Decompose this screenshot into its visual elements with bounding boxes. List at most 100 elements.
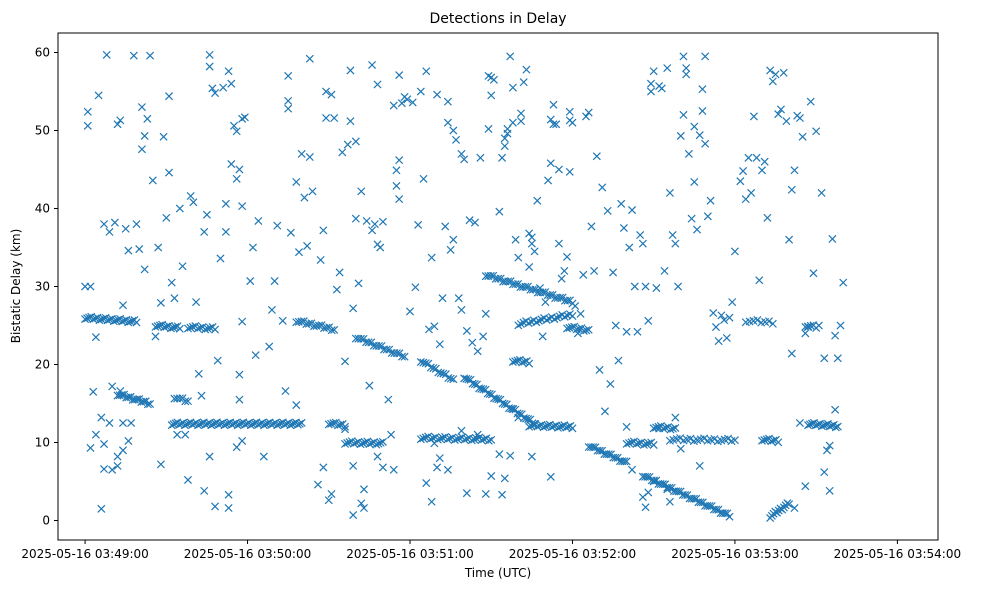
data-point-894 — [785, 500, 794, 509]
data-point-543 — [327, 326, 336, 335]
data-point-306 — [682, 64, 691, 73]
data-point-550 — [336, 420, 345, 429]
y-tick-label-5: 50 — [35, 124, 50, 138]
data-point-146 — [376, 243, 385, 252]
data-point-90 — [235, 395, 244, 404]
data-point-274 — [600, 407, 609, 416]
data-point-277 — [609, 268, 618, 277]
data-point-27 — [113, 461, 122, 470]
data-point-418 — [124, 393, 133, 402]
data-point-149 — [387, 430, 396, 439]
data-point-567 — [372, 440, 381, 449]
data-point-258 — [527, 452, 536, 461]
data-point-256 — [500, 474, 509, 483]
x-axis-label: Time (UTC) — [464, 566, 531, 580]
data-point-626 — [467, 436, 476, 445]
data-point-587 — [392, 349, 401, 358]
data-point-241 — [565, 107, 574, 116]
data-point-759 — [567, 323, 576, 332]
data-point-103 — [281, 386, 290, 396]
data-point-570 — [378, 437, 387, 446]
data-point-809 — [665, 483, 674, 492]
data-point-133 — [346, 117, 355, 126]
x-tick-label-4: 2025-05-16 03:53:00 — [671, 547, 798, 561]
data-point-297 — [660, 266, 669, 275]
data-point-564 — [365, 439, 374, 448]
data-point-211 — [506, 52, 515, 61]
data-point-555 — [345, 438, 354, 447]
data-point-332 — [644, 488, 653, 497]
data-point-837 — [649, 424, 658, 433]
data-point-315 — [698, 106, 707, 116]
data-point-267 — [581, 112, 591, 121]
data-point-125 — [327, 90, 336, 99]
data-point-720 — [539, 423, 548, 432]
data-point-704 — [568, 299, 577, 308]
data-point-304 — [679, 52, 688, 61]
data-point-558 — [352, 438, 361, 447]
data-point-190 — [457, 305, 466, 314]
data-point-239 — [563, 252, 572, 261]
data-point-589 — [397, 352, 407, 361]
data-point-140 — [365, 381, 374, 390]
data-point-368 — [809, 269, 818, 278]
x-tick-label-1: 2025-05-16 03:50:00 — [184, 547, 311, 561]
data-point-860 — [710, 434, 719, 444]
data-point-111 — [297, 149, 306, 158]
data-point-305 — [679, 110, 688, 119]
data-point-222 — [527, 239, 536, 248]
data-point-757 — [563, 324, 572, 333]
data-point-131 — [343, 140, 352, 149]
data-point-438 — [171, 322, 180, 331]
data-point-78 — [232, 127, 241, 136]
data-point-269 — [587, 222, 596, 231]
data-point-41 — [148, 176, 157, 185]
data-point-338 — [676, 444, 685, 453]
data-point-51 — [170, 294, 179, 303]
data-point-119 — [319, 226, 328, 235]
data-point-54 — [178, 262, 187, 271]
data-point-352 — [766, 66, 775, 75]
data-point-59 — [192, 298, 201, 307]
data-point-565 — [367, 439, 376, 448]
data-point-227 — [538, 332, 547, 341]
data-point-83 — [238, 317, 247, 326]
data-point-685 — [521, 282, 530, 291]
data-point-386 — [831, 405, 840, 414]
data-point-185 — [449, 235, 458, 244]
data-point-732 — [564, 422, 573, 431]
data-point-240 — [565, 167, 574, 176]
data-point-259 — [546, 472, 555, 481]
data-point-98 — [265, 342, 274, 351]
data-point-65 — [205, 50, 214, 59]
data-point-76 — [229, 121, 239, 130]
data-point-914 — [831, 423, 840, 432]
data-point-702 — [563, 296, 572, 305]
data-point-162 — [357, 499, 366, 508]
data-point-290 — [644, 316, 653, 325]
data-point-876 — [760, 436, 769, 445]
data-point-87 — [224, 503, 233, 513]
data-point-93 — [246, 277, 255, 286]
data-point-23 — [100, 440, 109, 449]
data-point-311 — [690, 177, 699, 187]
data-point-322 — [714, 337, 723, 346]
data-point-709 — [518, 358, 527, 367]
data-point-633 — [484, 436, 493, 445]
data-point-583 — [382, 345, 391, 354]
data-point-191 — [460, 155, 469, 164]
data-point-627 — [470, 435, 479, 444]
data-point-37 — [140, 131, 149, 140]
data-point-383 — [795, 418, 804, 428]
data-point-342 — [739, 167, 748, 176]
data-point-841 — [659, 424, 668, 433]
data-point-35 — [137, 103, 146, 112]
data-point-80 — [238, 202, 247, 211]
data-point-154 — [395, 156, 404, 165]
data-point-401 — [109, 317, 118, 326]
data-point-273 — [598, 183, 607, 192]
data-point-281 — [619, 223, 628, 233]
data-point-713 — [525, 422, 534, 431]
data-point-14 — [116, 116, 125, 125]
data-point-252 — [481, 489, 490, 499]
